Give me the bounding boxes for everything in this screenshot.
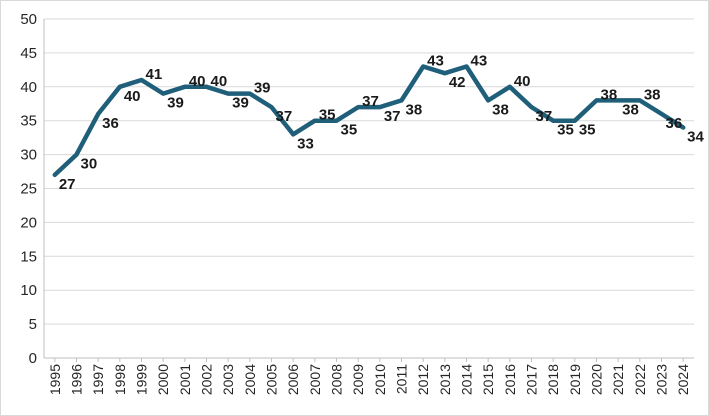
x-tick-label-2021: 2021	[610, 364, 626, 395]
x-tick-label-2020: 2020	[589, 364, 605, 395]
y-tick-label-45: 45	[20, 45, 37, 62]
data-label-2003: 39	[232, 95, 249, 112]
data-label-1998: 40	[124, 88, 141, 105]
x-tick-label-1997: 1997	[90, 364, 106, 395]
data-label-2024: 34	[687, 128, 704, 145]
y-tick-label-40: 40	[20, 79, 37, 96]
data-label-2000: 39	[167, 95, 184, 112]
x-tick-label-2022: 2022	[632, 364, 648, 395]
x-tick-label-2009: 2009	[350, 364, 366, 395]
x-tick-label-2024: 2024	[675, 364, 691, 395]
x-tick-label-2000: 2000	[155, 364, 171, 395]
x-tick-label-2006: 2006	[285, 364, 301, 395]
x-tick-label-2019: 2019	[567, 364, 583, 395]
x-tick-label-2014: 2014	[459, 364, 475, 395]
x-tick-label-2023: 2023	[654, 364, 670, 395]
x-tick-label-2018: 2018	[545, 364, 561, 395]
x-tick-label-2011: 2011	[394, 364, 410, 394]
y-tick-label-50: 50	[20, 11, 37, 28]
y-tick-label-35: 35	[20, 113, 37, 130]
data-label-2012: 43	[427, 52, 444, 69]
data-label-2018: 35	[557, 122, 574, 139]
data-label-2001: 40	[189, 73, 206, 90]
y-tick-label-25: 25	[20, 181, 37, 198]
x-tick-label-2003: 2003	[220, 364, 236, 395]
x-tick-labels: 1995 1996 1997 1998 1999 2000 2001 2002 2003 2004…	[47, 364, 691, 395]
y-tick-label-5: 5	[29, 316, 37, 333]
y-tick-label-0: 0	[29, 350, 37, 367]
series-line-0	[52, 64, 686, 178]
x-tick-label-2012: 2012	[415, 364, 431, 395]
x-tick-label-1996: 1996	[69, 364, 85, 395]
y-tick-label-30: 30	[20, 147, 37, 164]
data-label-2022: 38	[644, 86, 661, 103]
data-label-2005: 37	[276, 108, 293, 125]
data-label-2002: 40	[211, 73, 228, 90]
data-label-2015: 38	[492, 101, 509, 118]
data-label-1995: 27	[59, 176, 76, 193]
data-label-2013: 42	[449, 74, 466, 91]
x-tick-label-2010: 2010	[372, 364, 388, 395]
data-label-2020: 38	[601, 86, 618, 103]
data-label-2004: 39	[254, 80, 271, 97]
data-label-2016: 40	[514, 73, 531, 90]
gridlines	[44, 18, 694, 325]
y-tick-labels: 0 5 10 15 20 25 30 35 40 45 50	[20, 11, 37, 367]
x-tick-label-2017: 2017	[524, 364, 540, 395]
data-label-1997: 36	[102, 115, 119, 132]
data-label-2011: 38	[406, 101, 423, 118]
data-label-2009: 37	[362, 93, 379, 110]
x-tick-label-2013: 2013	[437, 364, 453, 395]
x-tick-label-2008: 2008	[329, 364, 345, 395]
x-tick-label-2001: 2001	[177, 364, 193, 395]
data-label-2021: 38	[622, 101, 639, 118]
data-label-2014: 43	[471, 52, 488, 69]
data-label-2019: 35	[579, 122, 596, 139]
y-tick-label-20: 20	[20, 214, 37, 231]
x-tick-label-1995: 1995	[47, 364, 63, 395]
data-label-2008: 35	[341, 122, 358, 139]
x-tick-label-1999: 1999	[134, 364, 150, 395]
data-label-1996: 30	[81, 156, 98, 173]
y-tick-label-15: 15	[20, 248, 37, 265]
x-tick-label-1998: 1998	[112, 364, 128, 395]
data-label-2017: 37	[536, 108, 553, 125]
data-label-2023: 36	[666, 115, 683, 132]
y-tick-label-10: 10	[20, 282, 37, 299]
x-tick-label-2004: 2004	[242, 364, 258, 395]
data-label-2006: 33	[297, 135, 314, 152]
x-tick-label-2002: 2002	[199, 364, 215, 395]
axes	[43, 19, 694, 362]
x-tick-label-2005: 2005	[264, 364, 280, 395]
data-label-1999: 41	[146, 66, 163, 83]
series-lines	[52, 64, 686, 178]
data-label-2007: 35	[319, 107, 336, 124]
x-tick-label-2016: 2016	[502, 364, 518, 395]
data-label-2010: 37	[384, 108, 401, 125]
x-tick-label-2007: 2007	[307, 364, 323, 395]
x-tick-label-2015: 2015	[480, 364, 496, 395]
